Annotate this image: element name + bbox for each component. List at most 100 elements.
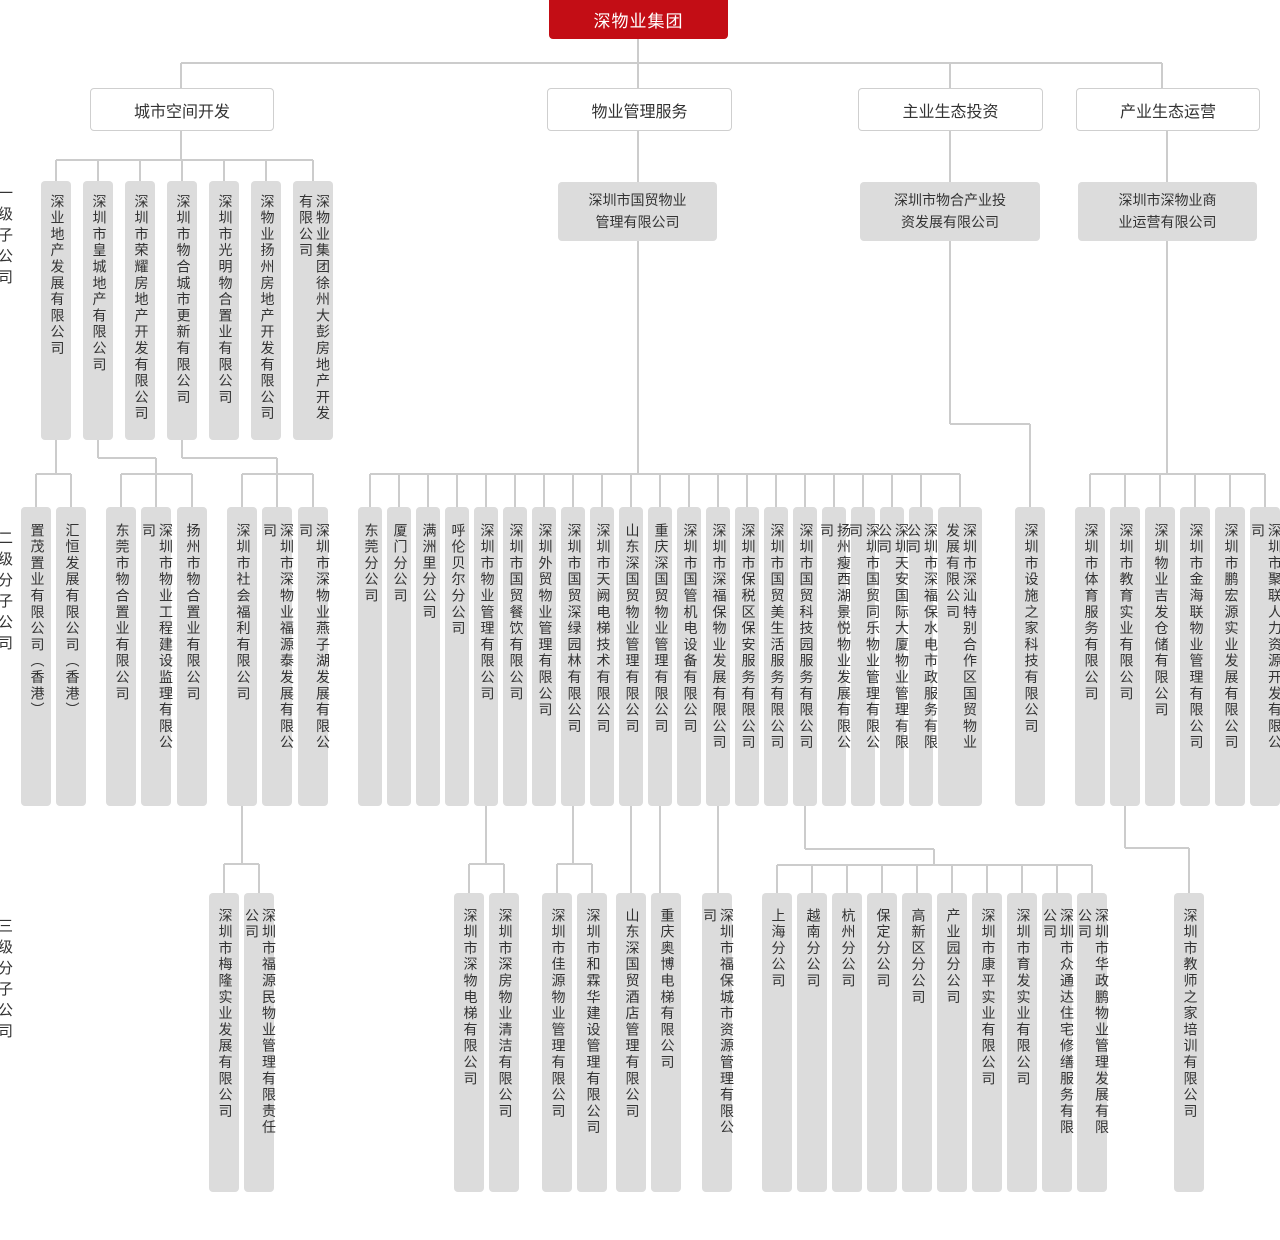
company-node[interactable]: 深圳市荣耀房地产开发有限公司 — [125, 181, 155, 440]
company-node[interactable]: 深圳市和霖华建设管理有限公司 — [577, 893, 607, 1192]
company-node[interactable]: 产业园分公司 — [937, 893, 967, 1192]
company-node[interactable]: 重庆奥博电梯有限公司 — [651, 893, 681, 1192]
company-node[interactable]: 深圳市物业工程建设监理有限公司 — [140, 507, 173, 806]
company-name: 深圳市国贸科技园服务有限公司 — [797, 523, 814, 752]
company-node[interactable]: 满洲里分公司 — [416, 507, 440, 806]
company-name: 深圳市深物业福源泰发展有限公司 — [261, 523, 294, 752]
company-node[interactable]: 深圳市深福保物业发展有限公司 — [706, 507, 730, 806]
company-node[interactable]: 深圳天安国际大厦物业管理有限公司 — [876, 507, 909, 806]
company-node[interactable]: 深圳市深福保水电市政服务有限公司 — [905, 507, 938, 806]
segment-node[interactable]: 产业生态运营 — [1076, 88, 1260, 131]
company-node[interactable]: 深圳市深物业福源泰发展有限公司 — [261, 507, 294, 806]
company-node[interactable]: 深圳市保税区保安服务有限公司 — [735, 507, 759, 806]
company-node[interactable]: 深圳市福源民物业管理有限责任公司 — [243, 893, 276, 1192]
company-name: 深圳市众通达住宅修缮服务有限公司 — [1041, 908, 1074, 1137]
company-name: 深圳市深物电梯有限公司 — [461, 908, 478, 1088]
company-node[interactable]: 保定分公司 — [867, 893, 897, 1192]
company-name: 深圳市和霖华建设管理有限公司 — [584, 908, 601, 1137]
company-node[interactable]: 高新区分公司 — [902, 893, 932, 1192]
company-node[interactable]: 深圳市深房物业清洁有限公司 — [489, 893, 519, 1192]
level3-label: 三级分子公司 — [0, 918, 14, 1044]
root-node[interactable]: 深物业集团 — [549, 0, 728, 39]
company-node[interactable]: 深圳市金海联物业管理有限公司 — [1180, 507, 1210, 806]
company-node[interactable]: 山东深国贸物业管理有限公司 — [619, 507, 643, 806]
company-node[interactable]: 越南分公司 — [797, 893, 827, 1192]
company-name: 深业地产发展有限公司 — [48, 194, 65, 357]
company-node[interactable]: 杭州分公司 — [832, 893, 862, 1192]
company-node[interactable]: 厦门分公司 — [387, 507, 411, 806]
company-name: 深物业扬州房地产开发有限公司 — [258, 194, 275, 423]
company-node[interactable]: 深圳市众通达住宅修缮服务有限公司 — [1041, 893, 1074, 1192]
company-node[interactable]: 深圳市佳源物业管理有限公司 — [542, 893, 572, 1192]
company-node[interactable]: 深圳市康平实业有限公司 — [972, 893, 1002, 1192]
company-name: 汇恒发展有限公司（香港） — [63, 523, 80, 719]
segment-node[interactable]: 主业生态投资 — [858, 88, 1043, 131]
company-node[interactable]: 深圳市体育服务有限公司 — [1075, 507, 1105, 806]
company-name: 深圳天安国际大厦物业管理有限公司 — [876, 523, 909, 752]
company-node[interactable]: 深圳市国贸餐饮有限公司 — [503, 507, 527, 806]
company-name: 深圳市荣耀房地产开发有限公司 — [132, 194, 149, 423]
company-node[interactable]: 深圳市深物电梯有限公司 — [454, 893, 484, 1192]
company-node[interactable]: 深圳市聚联人力资源开发有限公司 — [1249, 507, 1280, 806]
company-node[interactable]: 深圳市国贸同乐物业管理有限公司 — [847, 507, 880, 806]
company-node[interactable]: 深圳市深汕特别合作区国贸物业发展有限公司 — [938, 507, 982, 806]
company-node[interactable]: 深圳市深物业燕子湖发展有限公司 — [297, 507, 330, 806]
company-name: 呼伦贝尔分公司 — [449, 523, 466, 638]
company-node[interactable]: 深物业集团徐州大彭房地产开发有限公司 — [293, 181, 333, 440]
company-node[interactable]: 深圳市光明物合置业有限公司 — [209, 181, 239, 440]
company-node[interactable]: 深圳市教育实业有限公司 — [1110, 507, 1140, 806]
company-node[interactable]: 深圳市物业管理有限公司 — [474, 507, 498, 806]
company-name: 深圳市国贸餐饮有限公司 — [507, 523, 524, 703]
holding-company-node[interactable]: 深圳市深物业商 业运营有限公司 — [1078, 182, 1257, 241]
company-node[interactable]: 深圳市华政鹏物业管理发展有限公司 — [1076, 893, 1109, 1192]
company-node[interactable]: 山东深国贸酒店管理有限公司 — [616, 893, 646, 1192]
company-node[interactable]: 深圳市教师之家培训有限公司 — [1174, 893, 1204, 1192]
segment-node[interactable]: 城市空间开发 — [90, 88, 274, 131]
holding-company-node[interactable]: 深圳市国贸物业 管理有限公司 — [558, 182, 717, 241]
company-node[interactable]: 汇恒发展有限公司（香港） — [56, 507, 86, 806]
company-name: 深圳市深房物业清洁有限公司 — [496, 908, 513, 1120]
company-node[interactable]: 重庆深国贸物业管理有限公司 — [648, 507, 672, 806]
company-node[interactable]: 深圳市天阙电梯技术有限公司 — [590, 507, 614, 806]
company-name: 置茂置业有限公司（香港） — [28, 523, 45, 719]
segment-node[interactable]: 物业管理服务 — [547, 88, 732, 131]
company-node[interactable]: 深圳市国贸科技园服务有限公司 — [793, 507, 817, 806]
company-node[interactable]: 扬州市物合置业有限公司 — [177, 507, 207, 806]
company-node[interactable]: 深圳市鹏宏源实业发展有限公司 — [1215, 507, 1245, 806]
company-name: 深圳市国贸同乐物业管理有限公司 — [847, 523, 880, 752]
company-name: 深圳市国贸美生活服务有限公司 — [768, 523, 785, 752]
company-name: 深圳市育发实业有限公司 — [1014, 908, 1031, 1088]
company-name: 山东深国贸物业管理有限公司 — [623, 523, 640, 735]
level2-label: 二级分子公司 — [0, 530, 14, 656]
holding-company-node[interactable]: 深圳市物合产业投 资发展有限公司 — [860, 182, 1040, 241]
company-node[interactable]: 深圳市国贸深绿园林有限公司 — [561, 507, 585, 806]
company-node[interactable]: 深圳市国贸美生活服务有限公司 — [764, 507, 788, 806]
company-node[interactable]: 深圳市梅隆实业发展有限公司 — [209, 893, 239, 1192]
company-node[interactable]: 呼伦贝尔分公司 — [445, 507, 469, 806]
company-node[interactable]: 深圳市育发实业有限公司 — [1007, 893, 1037, 1192]
company-node[interactable]: 深圳市物合城市更新有限公司 — [167, 181, 197, 440]
company-name: 深圳市物业管理有限公司 — [478, 523, 495, 703]
company-name: 深圳市福源民物业管理有限责任公司 — [243, 908, 276, 1137]
company-node[interactable]: 深圳市皇城地产有限公司 — [83, 181, 113, 440]
company-name: 高新区分公司 — [909, 908, 926, 1006]
company-name: 深圳市金海联物业管理有限公司 — [1187, 523, 1204, 752]
company-node[interactable]: 置茂置业有限公司（香港） — [21, 507, 51, 806]
company-node[interactable]: 深物业扬州房地产开发有限公司 — [251, 181, 281, 440]
company-node[interactable]: 深业地产发展有限公司 — [41, 181, 71, 440]
company-name: 深圳市天阙电梯技术有限公司 — [594, 523, 611, 735]
company-node[interactable]: 上海分公司 — [762, 893, 792, 1192]
company-node[interactable]: 深圳物业吉发仓储有限公司 — [1145, 507, 1175, 806]
company-name: 厦门分公司 — [391, 523, 408, 605]
company-node[interactable]: 东莞市物合置业有限公司 — [106, 507, 136, 806]
company-node[interactable]: 深圳市社会福利有限公司 — [227, 507, 257, 806]
company-name: 重庆奥博电梯有限公司 — [658, 908, 675, 1071]
company-name: 深圳市梅隆实业发展有限公司 — [216, 908, 233, 1120]
company-node[interactable]: 深圳市设施之家科技有限公司 — [1015, 507, 1045, 806]
company-node[interactable]: 深圳市国管机电设备有限公司 — [677, 507, 701, 806]
company-node[interactable]: 深圳外贸物业管理有限公司 — [532, 507, 556, 806]
company-node[interactable]: 扬州瘦西湖景悦物业发展有限公司 — [818, 507, 851, 806]
company-node[interactable]: 东莞分公司 — [358, 507, 382, 806]
company-name: 深圳市鹏宏源实业发展有限公司 — [1222, 523, 1239, 752]
company-node[interactable]: 深圳市福保城市资源管理有限公司 — [701, 893, 734, 1192]
